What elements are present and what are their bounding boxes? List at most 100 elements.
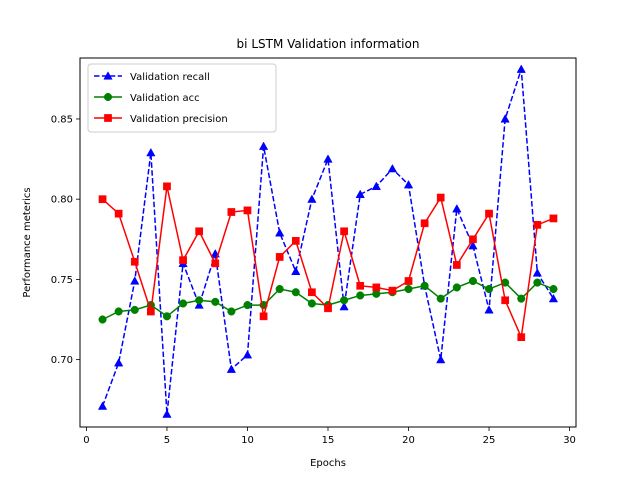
- data-point-validation-precision: [452, 261, 461, 269]
- data-point-validation-acc: [114, 307, 123, 316]
- data-point-validation-acc: [452, 283, 461, 292]
- data-point-validation-recall: [258, 141, 269, 150]
- data-point-validation-precision: [130, 257, 139, 266]
- data-point-validation-precision: [114, 209, 123, 218]
- data-point-validation-precision: [227, 208, 236, 216]
- data-point-validation-recall: [275, 228, 285, 237]
- y-tick-label: 0.80: [51, 195, 73, 206]
- data-point-validation-recall: [548, 293, 559, 303]
- chart-title: bi LSTM Validation information: [237, 37, 420, 51]
- x-tick-label: 25: [483, 435, 496, 446]
- data-point-validation-precision: [259, 312, 268, 321]
- data-point-validation-precision: [356, 281, 365, 290]
- x-tick-label: 20: [402, 435, 415, 446]
- data-point-validation-precision: [485, 209, 493, 218]
- legend-marker-validation-precision: [104, 114, 112, 122]
- data-point-validation-acc: [227, 307, 236, 316]
- data-point-validation-acc: [420, 281, 429, 290]
- data-point-validation-precision: [404, 277, 413, 285]
- data-point-validation-precision: [163, 182, 171, 191]
- data-point-validation-precision: [195, 227, 204, 236]
- data-point-validation-acc: [517, 294, 526, 303]
- legend-label-validation-recall: Validation recall: [130, 72, 210, 83]
- data-point-validation-acc: [275, 284, 284, 294]
- legend-box: [87, 63, 277, 133]
- data-point-validation-precision: [340, 227, 348, 236]
- y-axis-label: Performance meterics: [22, 187, 33, 297]
- data-point-validation-precision: [291, 237, 300, 245]
- data-point-validation-acc: [291, 288, 300, 297]
- data-point-validation-recall: [500, 114, 510, 123]
- series-layer: [97, 64, 559, 418]
- data-point-validation-precision: [388, 286, 397, 295]
- series-validation-recall: [97, 64, 559, 418]
- legend: Validation recall Validation acc Validatio…: [87, 63, 277, 133]
- data-point-validation-recall: [371, 181, 381, 190]
- y-axis: 0.70 0.75 0.80 0.85: [51, 114, 80, 366]
- data-point-validation-acc: [436, 294, 445, 303]
- data-point-validation-recall: [226, 364, 237, 373]
- data-point-validation-acc: [533, 278, 542, 287]
- data-point-validation-recall: [484, 305, 494, 314]
- data-point-validation-acc: [356, 291, 365, 300]
- data-point-validation-recall: [355, 189, 365, 198]
- data-point-validation-acc: [98, 315, 107, 324]
- data-point-validation-precision: [179, 256, 187, 264]
- data-point-validation-recall: [194, 300, 204, 309]
- legend-marker-validation-acc: [103, 92, 113, 102]
- data-point-validation-precision: [211, 259, 220, 268]
- x-tick-label: 10: [241, 435, 254, 446]
- data-point-validation-precision: [98, 195, 107, 204]
- data-point-validation-precision: [324, 304, 332, 313]
- data-point-validation-acc: [195, 296, 204, 305]
- data-point-validation-precision: [372, 283, 381, 292]
- data-point-validation-recall: [291, 266, 301, 275]
- data-point-validation-recall: [516, 64, 526, 73]
- data-point-validation-acc: [484, 284, 494, 294]
- data-point-validation-acc: [404, 284, 413, 294]
- y-tick-label: 0.75: [51, 275, 73, 286]
- x-axis: 0 5 10 15 20 25 30: [83, 427, 576, 446]
- x-tick-label: 15: [322, 435, 335, 446]
- y-tick-label: 0.70: [51, 355, 73, 366]
- x-tick-label: 5: [164, 435, 170, 446]
- data-point-validation-acc: [307, 299, 316, 308]
- data-point-validation-recall: [307, 194, 317, 203]
- data-point-validation-acc: [162, 312, 172, 321]
- legend-label-validation-acc: Validation acc: [130, 93, 200, 104]
- data-point-validation-recall: [339, 301, 349, 311]
- data-point-validation-acc: [549, 284, 558, 294]
- data-point-validation-recall: [387, 163, 398, 173]
- x-tick-label: 0: [83, 435, 89, 446]
- data-point-validation-recall: [114, 358, 124, 367]
- data-point-validation-acc: [179, 299, 188, 308]
- axes-frame: [79, 57, 577, 428]
- data-point-validation-precision: [147, 307, 155, 316]
- data-point-validation-precision: [533, 221, 542, 229]
- data-point-validation-precision: [275, 253, 284, 261]
- data-point-validation-precision: [420, 219, 429, 228]
- data-point-validation-precision: [436, 193, 445, 202]
- data-point-validation-acc: [130, 305, 139, 314]
- data-point-validation-recall: [97, 401, 108, 410]
- data-point-validation-acc: [468, 276, 477, 286]
- data-point-validation-recall: [130, 276, 140, 285]
- data-point-validation-acc: [243, 301, 252, 310]
- data-point-validation-precision: [549, 214, 558, 223]
- x-tick-label: 30: [563, 435, 576, 446]
- legend-label-validation-precision: Validation precision: [130, 114, 228, 125]
- y-tick-label: 0.85: [51, 114, 73, 125]
- data-point-validation-precision: [308, 288, 316, 297]
- data-point-validation-recall: [242, 350, 253, 359]
- data-point-validation-recall: [436, 354, 446, 364]
- data-point-validation-recall: [452, 204, 462, 213]
- data-point-validation-acc: [340, 296, 349, 305]
- data-point-validation-recall: [468, 240, 478, 250]
- data-point-validation-precision: [517, 333, 526, 342]
- data-point-validation-recall: [323, 154, 333, 163]
- series-validation-precision: [98, 182, 558, 342]
- series-validation-acc: [98, 276, 558, 324]
- data-point-validation-recall: [532, 268, 542, 277]
- data-point-validation-recall: [146, 147, 156, 157]
- legend-marker-validation-recall: [103, 71, 113, 80]
